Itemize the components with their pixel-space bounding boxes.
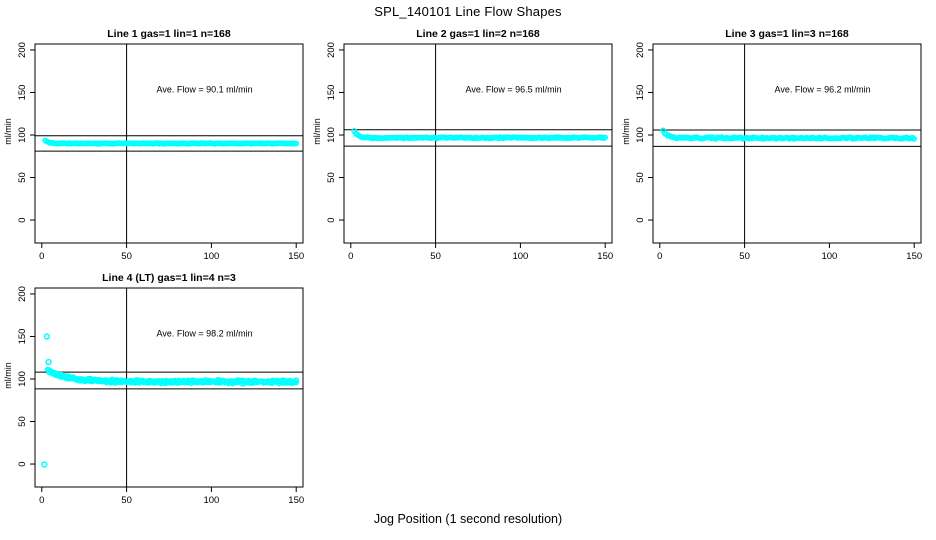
plot-box [34, 43, 304, 244]
subplot-2-title: Line 2 gas=1 lin=2 n=168 [416, 28, 540, 40]
x-tick-label: 100 [203, 251, 219, 262]
outlier-point [41, 461, 48, 468]
y-tick-label: 150 [17, 329, 28, 345]
ave-flow-annotation: Ave. Flow = 96.2 ml/min [775, 84, 871, 94]
outlier-point [43, 333, 51, 340]
y-tick-label: 0 [17, 217, 28, 222]
y-tick-label: 150 [635, 85, 646, 101]
subplot-2: Line 2 gas=1 lin=2 n=168 0 50 100 150 0 50 100 1… [312, 28, 613, 262]
y-axis-name: ml/min [3, 362, 13, 389]
y-tick-label: 100 [17, 371, 28, 387]
y-tick-label: 200 [17, 42, 28, 58]
data-points [42, 137, 300, 147]
y-tick-label: 0 [326, 217, 337, 222]
y-axis-name: ml/min [621, 118, 631, 145]
x-tick-label: 50 [430, 251, 441, 262]
x-tick-label: 150 [597, 251, 613, 262]
y-tick-label: 100 [17, 127, 28, 143]
x-tick-label: 100 [512, 251, 528, 262]
x-tick-label: 50 [121, 495, 132, 506]
outlier-point [45, 358, 52, 366]
ave-flow-annotation: Ave. Flow = 90.1 ml/min [157, 84, 253, 94]
x-tick-label: 0 [39, 251, 44, 262]
y-tick-label: 100 [635, 127, 646, 143]
subplot-4: Line 4 (LT) gas=1 lin=4 n=3 0 50 100 150 0 50 1… [3, 272, 304, 506]
plot-box [652, 43, 922, 244]
y-tick-label: 200 [635, 42, 646, 58]
x-tick-label: 150 [288, 495, 304, 506]
plot-box [343, 43, 613, 244]
y-tick-label: 0 [17, 461, 28, 466]
figure-title: SPL_140101 Line Flow Shapes [374, 4, 562, 19]
x-tick-label: 100 [821, 251, 837, 262]
plot-box [34, 287, 304, 488]
ave-flow-annotation: Ave. Flow = 98.2 ml/min [157, 328, 253, 338]
x-axis-label: Jog Position (1 second resolution) [373, 512, 563, 526]
data-points [660, 127, 918, 142]
x-tick-label: 50 [121, 251, 132, 262]
subplot-1-title: Line 1 gas=1 lin=1 n=168 [107, 28, 231, 40]
x-tick-label: 0 [348, 251, 353, 262]
subplot-4-title: Line 4 (LT) gas=1 lin=4 n=3 [102, 272, 236, 284]
subplot-3-title: Line 3 gas=1 lin=3 n=168 [725, 28, 849, 40]
ave-flow-annotation: Ave. Flow = 96.5 ml/min [466, 84, 562, 94]
y-tick-label: 150 [17, 85, 28, 101]
y-tick-label: 50 [17, 416, 28, 427]
y-tick-label: 50 [326, 172, 337, 183]
x-tick-label: 150 [288, 251, 304, 262]
subplot-3: Line 3 gas=1 lin=3 n=168 0 50 100 150 0 50 100 1… [621, 28, 922, 262]
y-tick-label: 200 [326, 42, 337, 58]
data-points [351, 127, 609, 142]
y-tick-label: 50 [17, 172, 28, 183]
data-points [41, 333, 300, 468]
x-tick-label: 150 [906, 251, 922, 262]
y-tick-label: 200 [17, 286, 28, 302]
y-tick-label: 100 [326, 127, 337, 143]
y-tick-label: 150 [326, 85, 337, 101]
x-tick-label: 50 [739, 251, 750, 262]
x-tick-label: 0 [39, 495, 44, 506]
x-tick-label: 100 [203, 495, 219, 506]
y-tick-label: 50 [635, 172, 646, 183]
y-axis-name: ml/min [3, 118, 13, 145]
x-tick-label: 0 [657, 251, 662, 262]
y-tick-label: 0 [635, 217, 646, 222]
subplot-1: Line 1 gas=1 lin=1 n=168 0 50 100 150 0 50 100 1… [3, 28, 304, 262]
y-axis-name: ml/min [312, 118, 322, 145]
